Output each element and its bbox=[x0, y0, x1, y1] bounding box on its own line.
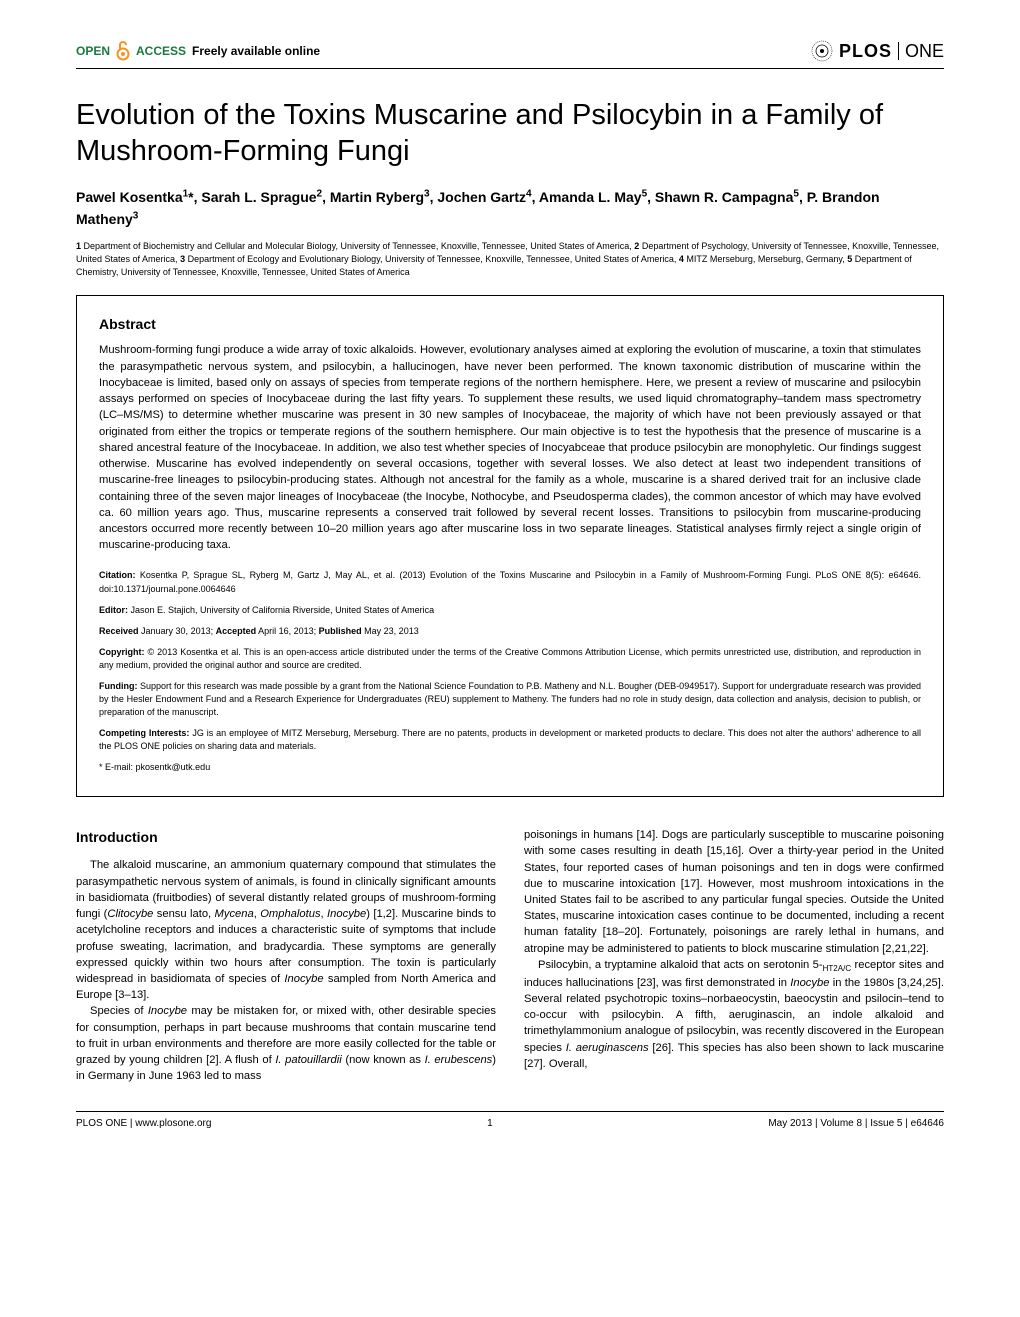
email-line: * E-mail: pkosentk@utk.edu bbox=[99, 761, 921, 774]
freely-available-label: Freely available online bbox=[192, 44, 320, 58]
body-paragraph: Species of Inocybe may be mistaken for, … bbox=[76, 1003, 496, 1084]
funding-line: Funding: Support for this research was m… bbox=[99, 680, 921, 719]
open-access-badge: OPEN ACCESS Freely available online bbox=[76, 41, 320, 61]
body-paragraph: The alkaloid muscarine, an ammonium quat… bbox=[76, 857, 496, 1003]
abstract-heading: Abstract bbox=[99, 316, 921, 332]
header-bar: OPEN ACCESS Freely available online PLOS… bbox=[76, 40, 944, 69]
citation-line: Citation: Kosentka P, Sprague SL, Ryberg… bbox=[99, 569, 921, 595]
footer-left: PLOS ONE | www.plosone.org bbox=[76, 1118, 211, 1129]
open-access-icon bbox=[116, 41, 130, 61]
affiliations: 1 Department of Biochemistry and Cellula… bbox=[76, 240, 944, 279]
open-label: OPEN bbox=[76, 44, 110, 58]
one-text: ONE bbox=[905, 41, 944, 62]
competing-line: Competing Interests: JG is an employee o… bbox=[99, 727, 921, 753]
body-columns: Introduction The alkaloid muscarine, an … bbox=[76, 827, 944, 1085]
body-paragraph: poisonings in humans [14]. Dogs are part… bbox=[524, 827, 944, 957]
page-footer: PLOS ONE | www.plosone.org 1 May 2013 | … bbox=[76, 1111, 944, 1129]
abstract-box: Abstract Mushroom-forming fungi produce … bbox=[76, 295, 944, 797]
dates-line: Received January 30, 2013; Accepted Apri… bbox=[99, 625, 921, 638]
authors-list: Pawel Kosentka1*, Sarah L. Sprague2, Mar… bbox=[76, 186, 944, 231]
access-label: ACCESS bbox=[136, 44, 186, 58]
plos-text: PLOS bbox=[839, 41, 892, 62]
footer-page-number: 1 bbox=[487, 1118, 493, 1129]
introduction-heading: Introduction bbox=[76, 827, 496, 847]
abstract-text: Mushroom-forming fungi produce a wide ar… bbox=[99, 342, 921, 553]
right-column: poisonings in humans [14]. Dogs are part… bbox=[524, 827, 944, 1085]
plos-icon bbox=[811, 40, 833, 62]
article-title: Evolution of the Toxins Muscarine and Ps… bbox=[76, 97, 944, 170]
body-paragraph: Psilocybin, a tryptamine alkaloid that a… bbox=[524, 957, 944, 1072]
journal-logo: PLOS ONE bbox=[811, 40, 944, 62]
editor-line: Editor: Jason E. Stajich, University of … bbox=[99, 604, 921, 617]
left-column: Introduction The alkaloid muscarine, an … bbox=[76, 827, 496, 1085]
copyright-line: Copyright: © 2013 Kosentka et al. This i… bbox=[99, 646, 921, 672]
footer-right: May 2013 | Volume 8 | Issue 5 | e64646 bbox=[768, 1118, 944, 1129]
